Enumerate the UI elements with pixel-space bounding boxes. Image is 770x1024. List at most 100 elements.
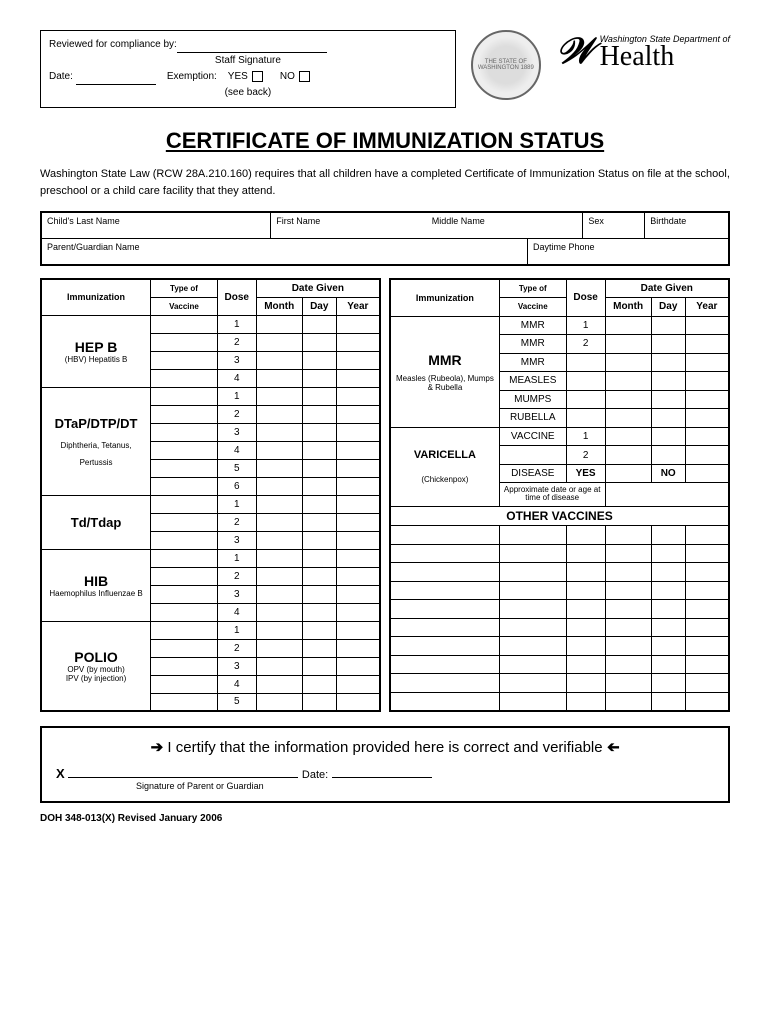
cell[interactable]: [651, 544, 685, 563]
cell[interactable]: [151, 459, 218, 477]
cell[interactable]: [151, 657, 218, 675]
cell[interactable]: [256, 351, 302, 369]
cell[interactable]: [566, 526, 605, 545]
cell[interactable]: [256, 693, 302, 711]
cell[interactable]: [151, 585, 218, 603]
cell[interactable]: [651, 637, 685, 656]
cell[interactable]: [336, 513, 380, 531]
cell[interactable]: [336, 621, 380, 639]
cell[interactable]: [336, 675, 380, 693]
cell[interactable]: [651, 600, 685, 619]
cell[interactable]: [302, 531, 336, 549]
cell[interactable]: [256, 549, 302, 567]
cell[interactable]: [302, 441, 336, 459]
cell[interactable]: [685, 581, 729, 600]
cell[interactable]: [151, 369, 218, 387]
cell[interactable]: [605, 464, 651, 483]
cell[interactable]: [256, 495, 302, 513]
cell[interactable]: [685, 674, 729, 693]
cell[interactable]: [651, 692, 685, 711]
cell[interactable]: [256, 387, 302, 405]
cell[interactable]: [390, 692, 499, 711]
cell[interactable]: [302, 513, 336, 531]
cell[interactable]: [390, 618, 499, 637]
cell[interactable]: [336, 657, 380, 675]
cell[interactable]: [336, 441, 380, 459]
cell[interactable]: [499, 581, 566, 600]
cell[interactable]: [605, 409, 651, 428]
cell[interactable]: [390, 655, 499, 674]
cell[interactable]: [151, 531, 218, 549]
cell[interactable]: [151, 441, 218, 459]
cell[interactable]: [651, 446, 685, 465]
cell[interactable]: [151, 567, 218, 585]
cell[interactable]: [566, 618, 605, 637]
cell[interactable]: [336, 567, 380, 585]
phone-field[interactable]: Daytime Phone: [528, 239, 728, 264]
cell[interactable]: [605, 335, 651, 354]
cell[interactable]: [151, 351, 218, 369]
cell[interactable]: [336, 459, 380, 477]
cell[interactable]: [651, 390, 685, 409]
cell[interactable]: [256, 585, 302, 603]
cell[interactable]: [336, 549, 380, 567]
cell[interactable]: [685, 353, 729, 372]
cell[interactable]: [499, 655, 566, 674]
cell[interactable]: [151, 333, 218, 351]
cell[interactable]: [390, 581, 499, 600]
cell[interactable]: [566, 581, 605, 600]
cell[interactable]: [256, 603, 302, 621]
cell[interactable]: [685, 600, 729, 619]
cell[interactable]: [390, 544, 499, 563]
cell[interactable]: [685, 692, 729, 711]
exemption-no-checkbox[interactable]: [299, 71, 310, 82]
cell[interactable]: [651, 335, 685, 354]
cell[interactable]: [256, 405, 302, 423]
cell[interactable]: [302, 387, 336, 405]
cell[interactable]: [336, 603, 380, 621]
cell[interactable]: [605, 446, 651, 465]
cell[interactable]: [566, 600, 605, 619]
first-name-field[interactable]: First Name: [271, 213, 427, 238]
cell[interactable]: [336, 333, 380, 351]
cell[interactable]: [685, 618, 729, 637]
cell[interactable]: [651, 581, 685, 600]
cell[interactable]: [651, 316, 685, 335]
cell[interactable]: [256, 477, 302, 495]
cell[interactable]: [651, 526, 685, 545]
cell[interactable]: [605, 390, 651, 409]
cell[interactable]: [336, 585, 380, 603]
cell[interactable]: [256, 423, 302, 441]
cell[interactable]: [685, 390, 729, 409]
cell[interactable]: [566, 637, 605, 656]
signature-line[interactable]: [68, 766, 298, 778]
cell[interactable]: [151, 477, 218, 495]
cell[interactable]: [256, 531, 302, 549]
cell[interactable]: [605, 544, 651, 563]
cell[interactable]: [685, 372, 729, 391]
cell[interactable]: [605, 674, 651, 693]
cell[interactable]: [302, 477, 336, 495]
cell[interactable]: [151, 405, 218, 423]
cell[interactable]: [605, 526, 651, 545]
cell[interactable]: [499, 618, 566, 637]
cell[interactable]: [336, 423, 380, 441]
sex-field[interactable]: Sex: [583, 213, 645, 238]
cell[interactable]: [651, 563, 685, 582]
disease-yes[interactable]: YES: [566, 464, 605, 483]
cell[interactable]: [256, 333, 302, 351]
cell[interactable]: [566, 655, 605, 674]
cell[interactable]: [256, 621, 302, 639]
cell[interactable]: [302, 423, 336, 441]
cell[interactable]: [336, 477, 380, 495]
cell[interactable]: [685, 655, 729, 674]
cell[interactable]: [151, 315, 218, 333]
cell[interactable]: [302, 315, 336, 333]
cell[interactable]: [151, 675, 218, 693]
cell[interactable]: [685, 544, 729, 563]
cell[interactable]: [256, 675, 302, 693]
cell[interactable]: [605, 353, 651, 372]
cell[interactable]: [336, 369, 380, 387]
cell[interactable]: [499, 674, 566, 693]
date-line[interactable]: [76, 75, 156, 85]
